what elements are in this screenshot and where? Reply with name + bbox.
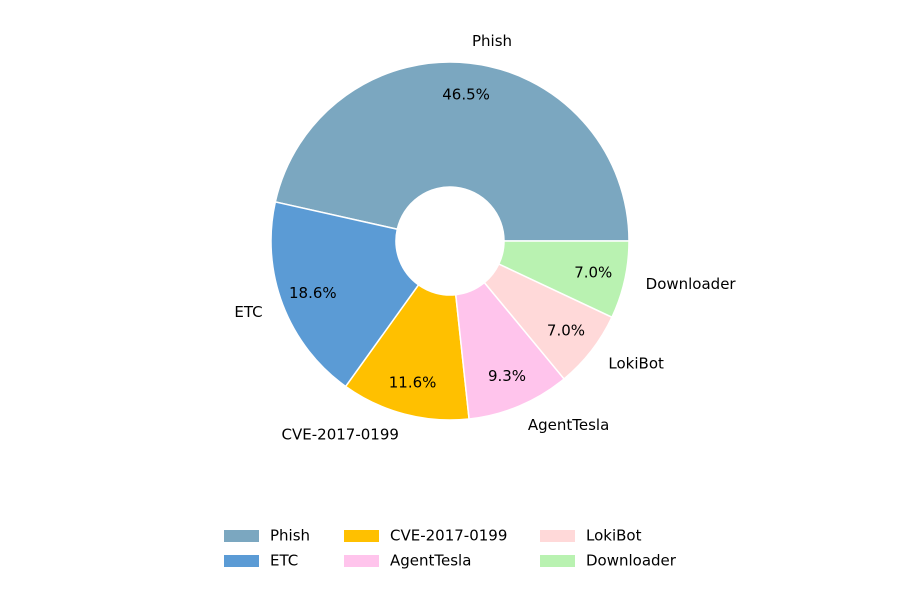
legend-label: CVE-2017-0199 <box>390 527 507 545</box>
value-label: 46.5% <box>442 86 490 104</box>
slice-label: CVE-2017-0199 <box>282 425 399 443</box>
slice-label: LokiBot <box>608 354 664 372</box>
slice <box>344 283 470 421</box>
slice-label: Downloader <box>646 275 737 293</box>
slice <box>497 240 630 319</box>
legend-label: ETC <box>270 552 298 570</box>
slice-label: AgentTesla <box>528 416 609 434</box>
value-label: 7.0% <box>547 321 585 339</box>
value-label: 11.6% <box>389 373 437 391</box>
legend-swatch <box>344 555 379 567</box>
legend-swatch <box>540 555 575 567</box>
legend-label: Phish <box>270 527 310 545</box>
slice <box>274 61 630 242</box>
legend-swatch <box>224 555 259 567</box>
legend-label: LokiBot <box>586 527 642 545</box>
slice-label: Phish <box>472 32 512 50</box>
legend-label: AgentTesla <box>390 552 471 570</box>
slice <box>270 201 420 388</box>
value-label: 9.3% <box>488 367 526 385</box>
legend-swatch <box>344 530 379 542</box>
value-label: 7.0% <box>574 264 612 282</box>
legend-swatch <box>224 530 259 542</box>
slice-label: ETC <box>234 303 262 321</box>
value-label: 18.6% <box>289 284 337 302</box>
legend-label: Downloader <box>586 552 677 570</box>
legend-swatch <box>540 530 575 542</box>
